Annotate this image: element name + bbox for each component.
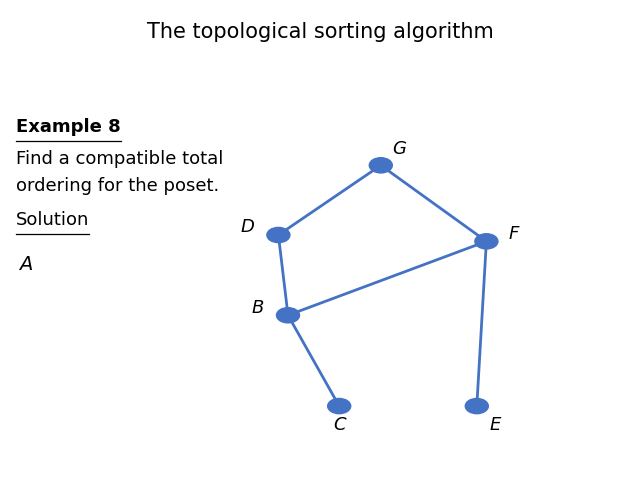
Circle shape [465, 398, 488, 414]
Text: D: D [241, 218, 255, 237]
Text: G: G [392, 140, 406, 158]
Circle shape [328, 398, 351, 414]
Text: Solution: Solution [16, 211, 90, 229]
Circle shape [369, 158, 392, 173]
Text: C: C [333, 416, 346, 434]
Text: ordering for the poset.: ordering for the poset. [16, 178, 220, 195]
Text: E: E [489, 416, 500, 434]
Text: A: A [19, 255, 33, 274]
Text: B: B [251, 299, 264, 317]
Circle shape [276, 308, 300, 323]
Circle shape [267, 228, 290, 242]
Text: Find a compatible total: Find a compatible total [16, 150, 223, 168]
Text: Example 8: Example 8 [16, 118, 121, 136]
Circle shape [475, 234, 498, 249]
Text: The topological sorting algorithm: The topological sorting algorithm [147, 22, 493, 42]
Text: F: F [508, 225, 518, 243]
